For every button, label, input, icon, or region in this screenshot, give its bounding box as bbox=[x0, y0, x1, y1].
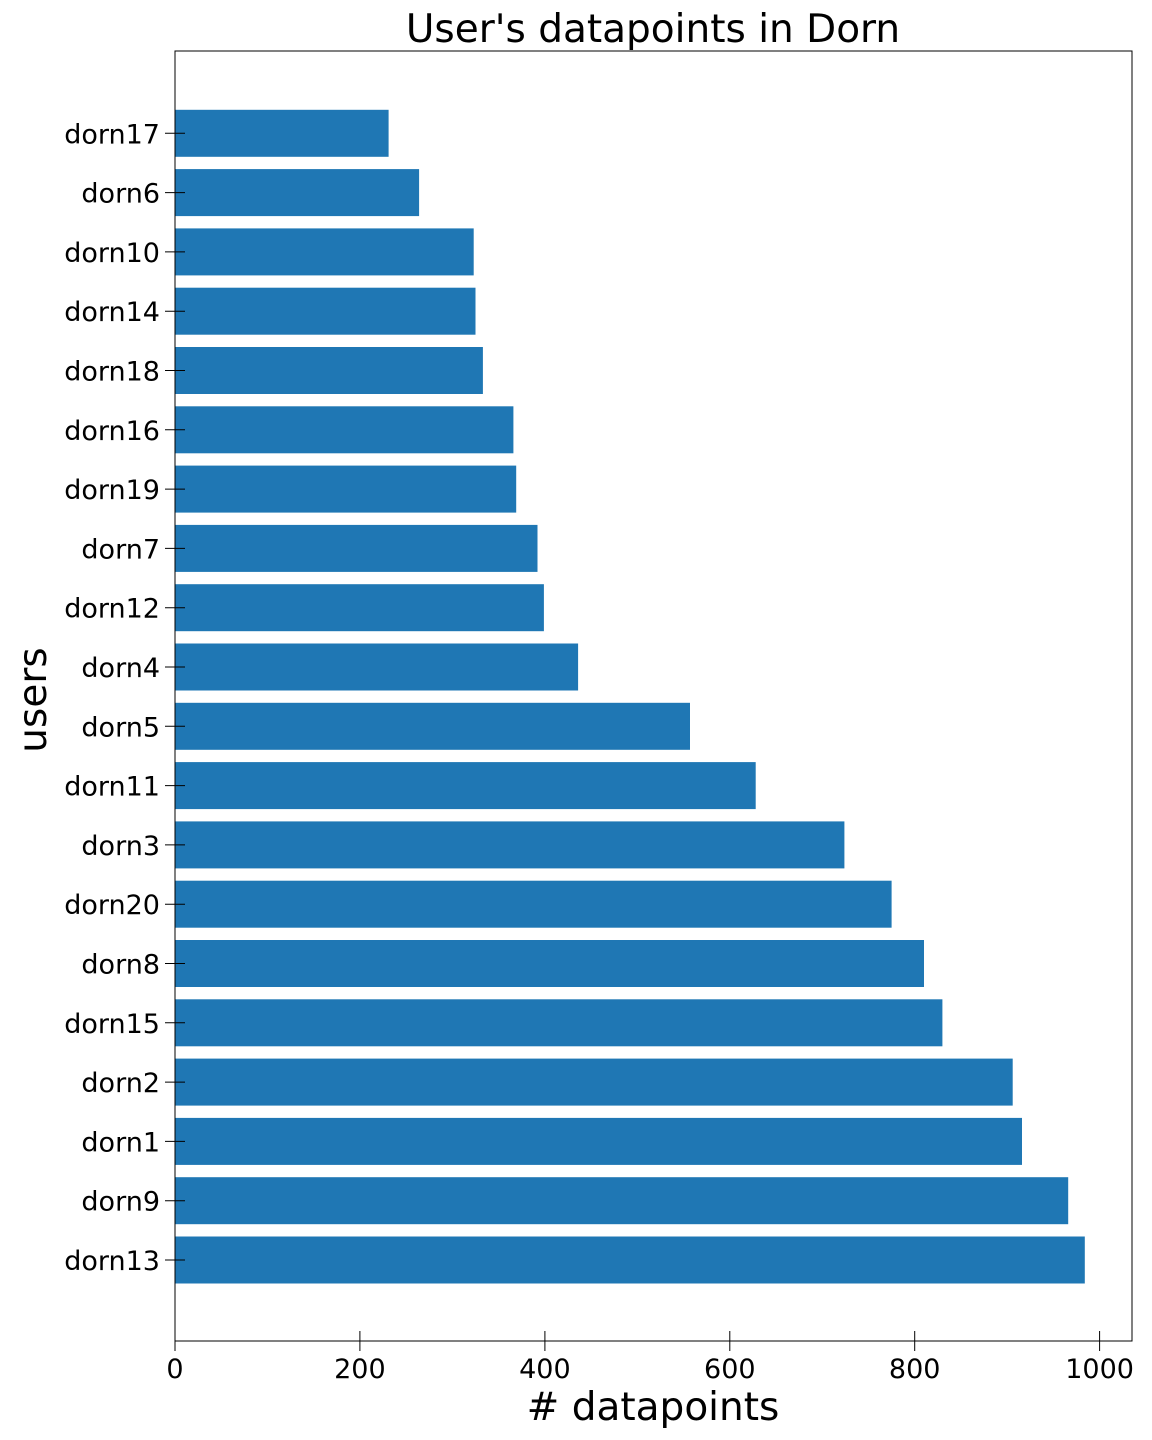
bar-dorn13 bbox=[175, 1236, 1085, 1284]
y-axis-label: users bbox=[11, 647, 56, 752]
x-tick-label: 400 bbox=[519, 1354, 571, 1385]
y-tick-label: dorn16 bbox=[64, 416, 160, 447]
bar-dorn2 bbox=[175, 1058, 1013, 1106]
y-tick-label: dorn18 bbox=[64, 357, 160, 388]
y-tick-label: dorn7 bbox=[81, 534, 160, 565]
y-tick-label: dorn1 bbox=[81, 1127, 160, 1158]
y-tick-label: dorn3 bbox=[81, 831, 160, 862]
bar-dorn14 bbox=[175, 287, 476, 335]
y-tick-label: dorn8 bbox=[81, 950, 160, 981]
y-tick-label: dorn20 bbox=[64, 890, 160, 921]
chart-title: User's datapoints in Dorn bbox=[406, 7, 900, 52]
bar-dorn5 bbox=[175, 702, 690, 750]
y-tick-label: dorn17 bbox=[64, 119, 160, 150]
x-tick-label: 200 bbox=[334, 1354, 386, 1385]
bar-dorn7 bbox=[175, 524, 538, 572]
y-tick-label: dorn13 bbox=[64, 1246, 160, 1277]
y-tick-label: dorn11 bbox=[64, 772, 160, 803]
y-tick-label: dorn4 bbox=[81, 653, 160, 684]
bar-dorn20 bbox=[175, 880, 892, 928]
y-axis-ticks: dorn13 dorn9 dorn1 dorn2 dorn15 dorn8 dorn20 do… bbox=[64, 119, 185, 1277]
bar-dorn10 bbox=[175, 228, 474, 276]
bar-dorn15 bbox=[175, 999, 943, 1047]
bar-dorn19 bbox=[175, 465, 517, 513]
y-tick-label: dorn5 bbox=[81, 712, 160, 743]
x-tick-label: 800 bbox=[889, 1354, 941, 1385]
x-tick-label: 600 bbox=[704, 1354, 756, 1385]
y-tick-label: dorn10 bbox=[64, 238, 160, 269]
y-tick-label: dorn15 bbox=[64, 1009, 160, 1040]
bar-dorn18 bbox=[175, 347, 483, 394]
plot-frame bbox=[174, 50, 1133, 1342]
bar-dorn11 bbox=[175, 762, 756, 810]
bar-dorn6 bbox=[175, 169, 420, 217]
y-tick-label: dorn6 bbox=[81, 179, 160, 210]
x-axis-label: # datapoints bbox=[527, 1385, 780, 1430]
x-tick-label: 0 bbox=[166, 1354, 183, 1385]
x-axis-ticks: 0 200 400 600 800 1000 bbox=[166, 1331, 1134, 1385]
bar-dorn9 bbox=[175, 1177, 1069, 1225]
bar-dorn3 bbox=[175, 821, 845, 869]
bar-dorn1 bbox=[175, 1117, 1022, 1165]
y-tick-label: dorn19 bbox=[64, 475, 160, 506]
bar-dorn17 bbox=[175, 109, 389, 157]
bar-dorn16 bbox=[175, 406, 514, 454]
bar-dorn4 bbox=[175, 643, 579, 691]
y-tick-label: dorn2 bbox=[81, 1068, 160, 1099]
y-tick-label: dorn12 bbox=[64, 594, 160, 625]
bar-dorn12 bbox=[175, 584, 544, 632]
y-tick-label: dorn14 bbox=[64, 297, 160, 328]
y-tick-label: dorn9 bbox=[81, 1187, 160, 1218]
bar-dorn8 bbox=[175, 940, 924, 987]
x-tick-label: 1000 bbox=[1065, 1354, 1134, 1385]
bars-group bbox=[175, 109, 1085, 1284]
